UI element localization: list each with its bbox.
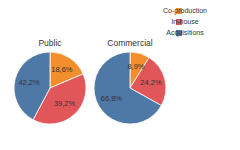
svg-text:18,6%: 18,6% xyxy=(51,65,73,74)
svg-text:Public: Public xyxy=(38,38,62,48)
svg-text:Acquisitions: Acquisitions xyxy=(166,29,204,37)
svg-text:In-house: In-house xyxy=(171,18,198,25)
svg-text:39,2%: 39,2% xyxy=(54,99,76,108)
svg-text:24,2%: 24,2% xyxy=(140,78,162,87)
svg-text:Commercial: Commercial xyxy=(107,38,152,48)
svg-text:Co-production: Co-production xyxy=(163,7,207,15)
svg-text:8,9%: 8,9% xyxy=(127,62,144,71)
svg-text:42,2%: 42,2% xyxy=(18,78,40,87)
svg-text:66,8%: 66,8% xyxy=(101,94,123,103)
